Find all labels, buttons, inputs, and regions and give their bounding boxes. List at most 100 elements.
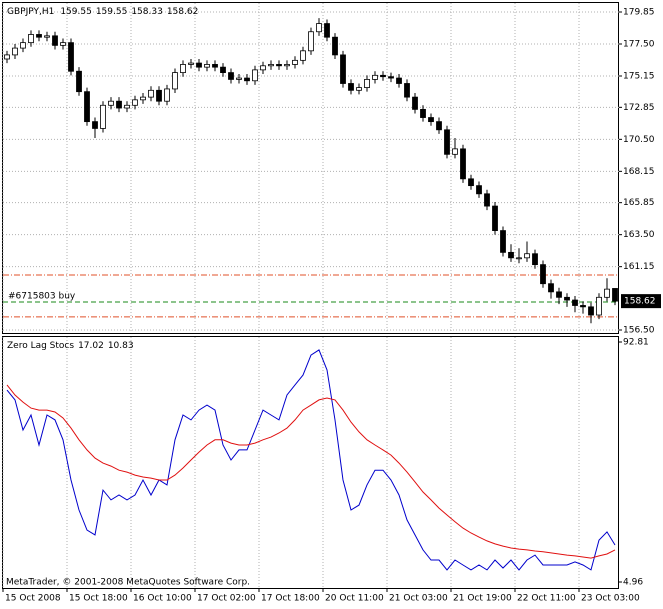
y-tick-label: 163.50 xyxy=(623,230,655,240)
x-tick-label: 21 Oct 03:00 xyxy=(389,594,448,604)
y-tick-label: 177.50 xyxy=(623,40,655,50)
candle-body xyxy=(524,253,530,259)
candle-body xyxy=(388,76,394,79)
x-tick-label: 17 Oct 18:00 xyxy=(261,594,320,604)
candle-body xyxy=(60,42,66,46)
candle-body xyxy=(212,64,218,68)
candle-body xyxy=(476,185,482,195)
candle-body xyxy=(516,257,522,260)
candle-body xyxy=(500,230,506,253)
y-tick-label: 92.81 xyxy=(623,338,649,348)
candle-body xyxy=(172,72,178,90)
order-label: #6715803 buy xyxy=(8,291,76,301)
candle-body xyxy=(484,193,490,207)
candle-body xyxy=(244,77,250,82)
candle-body xyxy=(92,121,98,129)
y-tick-label: 161.15 xyxy=(623,262,655,272)
indicator-title: Zero Lag Stocs 17.02 10.83 xyxy=(7,341,134,351)
candle-body xyxy=(116,100,122,109)
candle-body xyxy=(540,264,546,285)
candle-body xyxy=(140,96,146,101)
x-tick-label: 21 Oct 19:00 xyxy=(453,594,512,604)
candle-body xyxy=(580,305,586,308)
price-grid xyxy=(2,3,622,333)
candle-body xyxy=(596,296,602,316)
candle-body xyxy=(28,34,34,44)
candle-body xyxy=(348,83,354,91)
main-reading: 17.02 xyxy=(78,341,104,351)
candle-body xyxy=(132,99,138,106)
indicator-name: Zero Lag Stocs xyxy=(7,341,74,351)
candle-body xyxy=(548,283,554,293)
open-reading: 159.55 xyxy=(60,7,92,17)
candle-body xyxy=(572,299,578,306)
indicator-line xyxy=(6,349,616,571)
candle-body xyxy=(84,91,90,123)
candle-body xyxy=(180,64,186,74)
candle-body xyxy=(52,35,58,46)
candle-body xyxy=(100,104,106,129)
candle-body xyxy=(148,89,154,98)
candle-body xyxy=(108,100,114,106)
candle-body xyxy=(364,79,370,88)
signal-reading: 10.83 xyxy=(108,341,134,351)
candle-body xyxy=(324,23,330,38)
current-price: 158.62 xyxy=(624,297,656,307)
candle-body xyxy=(228,72,234,80)
marks xyxy=(3,18,619,571)
candle-body xyxy=(292,59,298,65)
candle-body xyxy=(492,205,498,231)
candle-body xyxy=(380,74,386,78)
candle-body xyxy=(20,42,26,49)
candle-body xyxy=(564,296,570,301)
candle-body xyxy=(4,54,10,60)
candle-body xyxy=(276,64,282,67)
y-tick-label: 170.50 xyxy=(623,135,655,145)
candle-body xyxy=(316,23,322,33)
candle-body xyxy=(396,77,402,84)
x-tick-label: 17 Oct 02:00 xyxy=(197,594,256,604)
candle-body xyxy=(76,70,82,93)
candle-body xyxy=(332,36,338,56)
indicator-panel xyxy=(2,336,619,589)
candle-body xyxy=(508,251,514,259)
x-tick-label: 22 Oct 11:00 xyxy=(517,594,576,604)
low-reading: 158.33 xyxy=(131,7,163,17)
candle-body xyxy=(188,62,194,65)
candle-body xyxy=(12,47,18,56)
symbol: GBPJPY,H1 xyxy=(7,7,54,17)
candle-body xyxy=(252,69,258,82)
candle-body xyxy=(356,87,362,91)
candle-body xyxy=(420,108,426,118)
candle-body xyxy=(220,66,226,74)
indicator-line xyxy=(6,384,616,559)
high-reading: 159.55 xyxy=(96,7,128,17)
candle-body xyxy=(604,288,610,298)
y-tick-label: 165.85 xyxy=(623,198,655,208)
candle-body xyxy=(460,148,466,180)
x-tick-label: 20 Oct 11:00 xyxy=(325,594,384,604)
candle-body xyxy=(308,31,314,52)
candle-body xyxy=(372,74,378,80)
candle-body xyxy=(44,35,50,38)
candle-body xyxy=(300,50,306,61)
close-reading: 158.62 xyxy=(167,7,199,17)
candle-body xyxy=(236,77,242,80)
x-tick-label: 15 Oct 2008 xyxy=(5,594,61,604)
x-tick-label: 16 Oct 10:00 xyxy=(133,594,192,604)
candle-body xyxy=(468,178,474,187)
footer: MetaTrader, © 2001-2008 MetaQuotes Softw… xyxy=(6,578,250,588)
x-tick-label: 15 Oct 18:00 xyxy=(69,594,128,604)
candle-body xyxy=(204,64,210,68)
candle-body xyxy=(340,54,346,84)
candle-body xyxy=(404,83,410,98)
candle-body xyxy=(284,64,290,67)
candle-body xyxy=(268,64,274,67)
y-tick-label: 168.15 xyxy=(623,167,655,177)
price-box xyxy=(621,294,661,309)
y-tick-label: 175.15 xyxy=(623,72,655,82)
y-tick-label: 179.85 xyxy=(623,8,655,18)
candle-body xyxy=(36,34,42,38)
